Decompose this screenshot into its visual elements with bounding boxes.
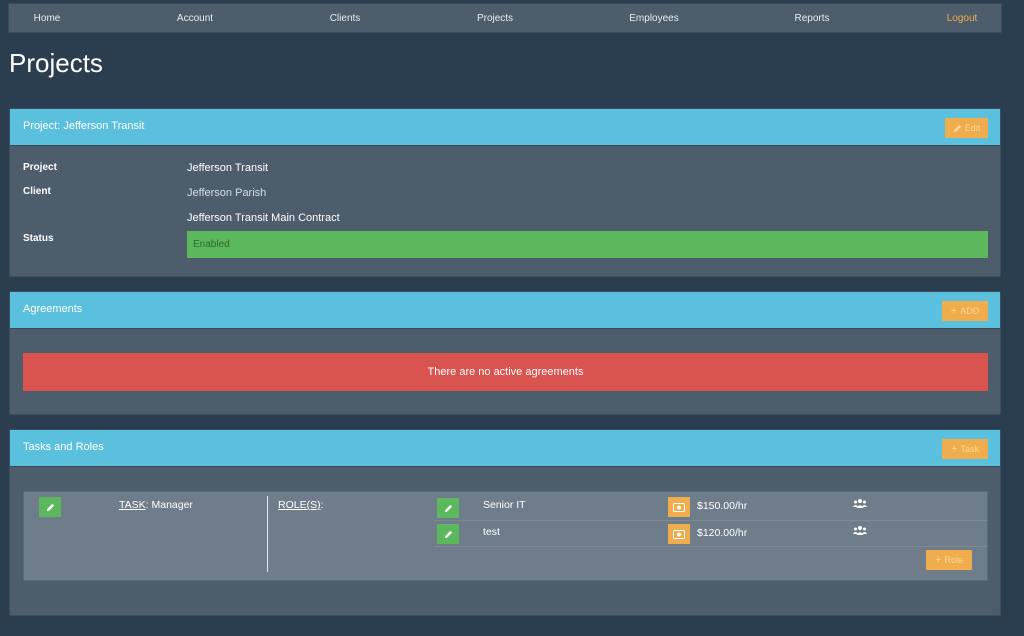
add-role-label: Role (944, 555, 963, 565)
task-row: TASK: Manager ROLE(S): Senior IT $150.00… (23, 491, 988, 581)
add-agreement-button[interactable]: + ADD (942, 301, 988, 321)
pencil-icon (444, 504, 453, 513)
add-task-button[interactable]: + Task (942, 439, 988, 459)
role-rate: $120.00/hr (697, 527, 748, 539)
money-icon (673, 529, 685, 539)
task-name: TASK: Manager (119, 499, 193, 511)
role-rate: $150.00/hr (697, 500, 748, 512)
no-agreements-alert: There are no active agreements (23, 353, 988, 391)
project-value: Jefferson Transit (187, 162, 269, 174)
money-icon (673, 502, 685, 512)
add-agreement-label: ADD (960, 306, 980, 316)
pencil-icon (953, 124, 962, 133)
project-panel: Project: Jefferson Transit Edit Project … (9, 108, 1001, 277)
contract-value: Jefferson Transit Main Contract (187, 212, 340, 224)
edit-role-button[interactable] (437, 524, 459, 544)
role-name: test (483, 526, 500, 538)
users-icon[interactable] (853, 525, 867, 536)
project-panel-heading: Project: Jefferson Transit Edit (10, 109, 1000, 146)
nav-account[interactable]: Account (176, 13, 214, 24)
roles-label-suffix: : (320, 499, 324, 511)
roles-label: ROLE(S): (278, 499, 324, 511)
edit-task-button[interactable] (39, 497, 61, 517)
nav-employees[interactable]: Employees (629, 13, 679, 24)
status-badge: Enabled (187, 231, 988, 258)
task-name-value: : Manager (145, 499, 193, 511)
plus-icon: + (935, 554, 942, 566)
tasks-panel-title: Tasks and Roles (23, 441, 104, 453)
agreements-panel-title: Agreements (23, 303, 83, 315)
project-panel-title: Project: Jefferson Transit (23, 120, 145, 132)
plus-icon: + (950, 305, 958, 317)
role-row-divider (434, 520, 987, 521)
edit-project-label: Edit (964, 123, 981, 133)
page-title: Projects (9, 48, 103, 78)
rate-button[interactable] (668, 497, 690, 517)
project-label: Project (23, 162, 57, 173)
pencil-icon (46, 503, 55, 512)
nav-clients[interactable]: Clients (329, 13, 361, 24)
add-task-label: Task (960, 444, 979, 454)
plus-icon: + (951, 443, 958, 455)
top-navbar: Home Account Clients Projects Employees … (8, 3, 1002, 33)
rate-button[interactable] (668, 524, 690, 544)
pencil-icon (444, 530, 453, 539)
task-prefix: TASK (119, 499, 146, 511)
tasks-panel-heading: Tasks and Roles + Task (10, 430, 1000, 467)
status-label: Status (23, 233, 54, 244)
nav-home[interactable]: Home (33, 13, 61, 24)
roles-label-text: ROLE(S) (278, 499, 321, 511)
tasks-panel: Tasks and Roles + Task TASK: Manager ROL… (9, 429, 1001, 616)
edit-project-button[interactable]: Edit (945, 118, 988, 138)
role-name: Senior IT (483, 499, 526, 511)
client-value[interactable]: Jefferson Parish (187, 187, 267, 199)
client-label: Client (23, 186, 51, 197)
nav-reports[interactable]: Reports (794, 13, 830, 24)
users-icon[interactable] (853, 498, 867, 509)
agreements-panel-heading: Agreements + ADD (10, 292, 1000, 329)
role-row-divider (434, 546, 987, 547)
edit-role-button[interactable] (437, 498, 459, 518)
nav-projects[interactable]: Projects (476, 13, 514, 24)
agreements-panel: Agreements + ADD There are no active agr… (9, 291, 1001, 415)
column-divider (267, 496, 268, 572)
add-role-button[interactable]: + Role (926, 550, 972, 570)
nav-logout[interactable]: Logout (946, 13, 978, 24)
